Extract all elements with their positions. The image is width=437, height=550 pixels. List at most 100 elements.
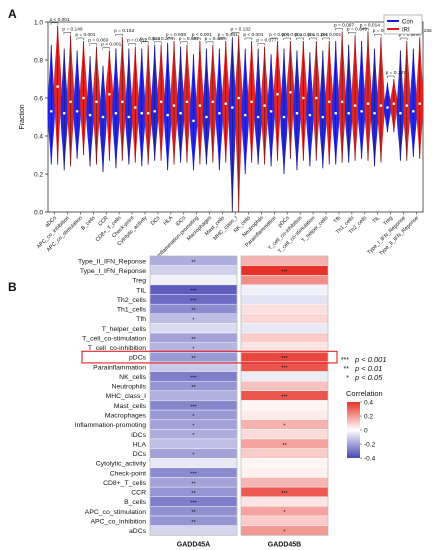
pvalue-label: p = 0.992 [179,36,199,42]
median-point-con [360,110,363,113]
significance-stars: * [192,433,195,439]
significance-stars: *** [281,491,288,497]
heatmap-row-label: Treg [132,278,146,285]
pvalue-bracket [180,41,188,44]
significance-stars: ** [282,443,287,449]
heatmap-column-label: GADD45A [177,541,210,548]
significance-stars: ** [191,356,196,362]
significance-stars: *** [190,404,197,410]
y-tick-label: 0.8 [34,58,43,65]
pvalue-bracket [205,41,214,44]
heatmap-cell [240,429,329,440]
median-point-iri [172,104,176,107]
colorbar-title: Correlation [346,389,383,398]
significance-stars: ** [191,308,196,314]
median-point-con [49,110,53,113]
significance-stars: *** [190,375,197,381]
median-point-con [140,111,144,115]
pvalue-bracket [386,75,395,78]
heatmap-row-label: Check-point [110,470,146,477]
colorbar-tick-label: 0.4 [364,400,373,407]
significance-stars: *** [281,366,288,372]
x-tick-label: B_cells [80,215,97,232]
median-point-iri [250,100,253,104]
pvalue-bracket [141,41,149,44]
heatmap-cell [240,371,329,382]
x-tick-label: Treg [382,215,394,227]
median-point-iri [392,102,396,105]
median-point-con [75,110,79,113]
heatmap-row-label: Neutrophils [112,384,147,391]
median-point-iri [327,100,331,104]
heatmap-row-label: Macrophages [105,412,147,419]
heatmap-row-label: Inflammation-promoting [75,422,147,429]
heatmap-row-label: iDCs [131,432,146,439]
significance-stars: ** [191,520,196,526]
pvalue-bracket [283,37,291,40]
significance-legend-text: p < 0.05 [354,373,383,382]
median-point-iri [353,104,357,107]
legend-a: Con IRI [383,14,423,35]
pvalue-label: p < 0.001 [243,32,263,38]
pvalue-label: p = 0.649 [347,26,367,32]
pvalue-bracket [231,32,240,35]
median-point-con [373,111,376,115]
pvalue-label: p = 0.162 [114,28,134,34]
significance-stars: ** [191,510,196,516]
panel-label-a: A [8,7,17,21]
pvalue-bracket [348,32,356,35]
median-point-iri [82,96,85,100]
heatmap-cell [240,275,329,286]
median-point-con [127,115,131,119]
heatmap-cell [149,438,238,449]
pvalue-bracket [115,33,123,37]
heatmap-cell [240,467,329,478]
significance-stars: * [192,452,195,458]
significance-legend-stars: * [346,375,349,382]
significance-stars: *** [190,298,197,304]
y-tick-label: 0.4 [34,134,43,141]
heatmap-row-label: APC_co_stimulation [85,509,146,516]
heatmap-row-label: T_cell_co-inhibition [88,345,146,352]
heatmap-row-label: Type_I_IFN_Reponse [80,268,146,275]
heatmap-cell [240,255,329,266]
heatmap-cell [149,265,238,276]
heatmap-cell [240,313,329,324]
pvalue-bracket [322,37,330,40]
heatmap-cell [240,303,329,314]
x-tick-label: Tfh [333,215,343,225]
heatmap-cell [240,477,329,488]
heatmap-cell [149,323,238,334]
x-tick-label: HLA [163,215,175,227]
heatmap-row-label: Parainflammation [93,364,146,371]
median-point-con [282,115,286,119]
median-point-con [321,115,325,119]
heatmap-column-label: GADD45B [268,541,301,548]
x-tick-label: TIL [371,215,381,225]
pvalue-label: p = 0.014 [360,23,380,29]
heatmap-cell [149,275,238,286]
median-point-iri [418,102,422,105]
median-point-iri [185,100,189,104]
pvalue-label: p = 0.818 [140,36,160,42]
median-point-iri [146,111,150,115]
median-point-iri [263,104,266,107]
significance-stars: ** [191,385,196,391]
heatmap-row-label: Cytolytic_activity [96,461,147,468]
pvalue-label: p < 0.001 [49,17,69,23]
median-point-iri [405,104,409,107]
median-point-iri [69,100,72,104]
median-point-con [399,111,402,115]
significance-stars: *** [281,395,288,401]
median-point-con [295,111,299,115]
pvalue-label: p = 0.012 [127,38,147,44]
median-point-iri [211,100,215,104]
colorbar-tick-label: 0 [364,428,368,435]
heatmap-row-label: T_cell_co-stimulation [82,335,146,342]
median-point-iri [56,85,59,88]
pvalue-bracket [399,37,408,40]
pvalue-bracket [373,33,382,37]
median-point-con [179,111,182,115]
significance-stars: * [283,529,286,535]
pvalue-bracket [296,37,304,40]
